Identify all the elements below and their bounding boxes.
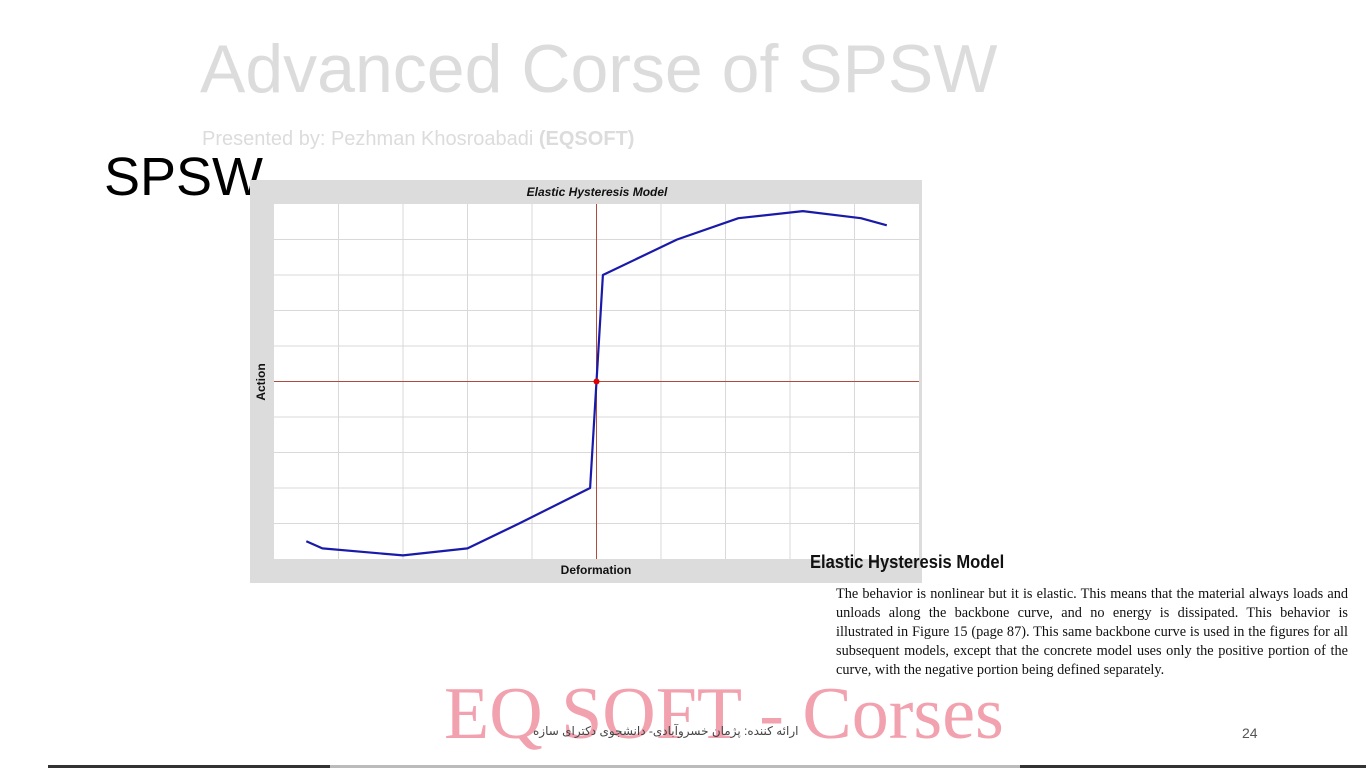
presenter-name: Presented by: Pezhman Khosroabadi	[202, 128, 539, 150]
doc-heading: Elastic Hysteresis Model	[810, 552, 1005, 572]
origin-marker	[593, 378, 600, 385]
bottom-divider	[0, 765, 1366, 768]
chart-svg: Elastic Hysteresis Model Deformation Act…	[254, 185, 919, 577]
x-axis-label: Deformation	[561, 563, 632, 577]
presenter-line: Presented by: Pezhman Khosroabadi (EQSOF…	[202, 128, 634, 151]
y-axis-label: Action	[254, 363, 268, 400]
section-heading: SPSW	[104, 147, 264, 207]
presenter-org: (EQSOFT)	[538, 128, 635, 150]
slide-title: Advanced Corse of SPSW	[200, 31, 998, 107]
chart-title: Elastic Hysteresis Model	[527, 185, 668, 199]
page-number: 24	[1242, 725, 1258, 741]
doc-body: The behavior is nonlinear but it is elas…	[836, 586, 1348, 678]
watermark: EQ SOFT - Corses	[444, 673, 1004, 755]
hysteresis-chart: Elastic Hysteresis Model Deformation Act…	[250, 180, 922, 583]
footer-presenter: ارائه کننده: پژمان خسروآبادی- دانشجوی دک…	[533, 724, 799, 738]
